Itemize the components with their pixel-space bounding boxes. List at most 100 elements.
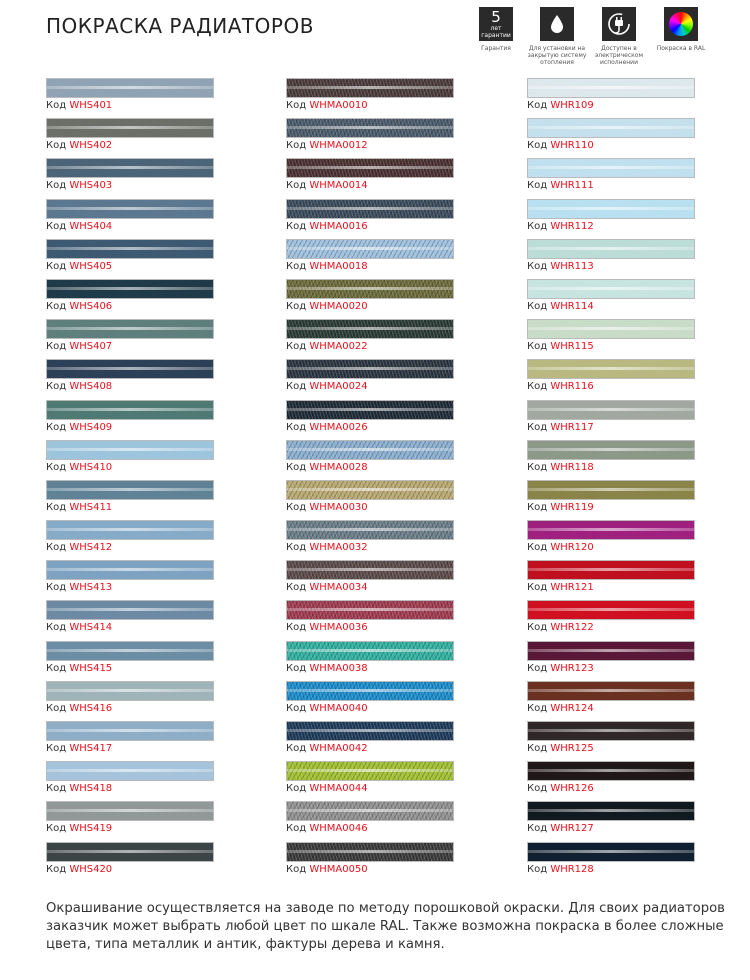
color-swatch — [527, 439, 695, 460]
color-swatch-item: Код WHMA0036 — [286, 600, 454, 640]
swatch-label: Код WHS406 — [46, 301, 214, 313]
swatch-label: Код WHS408 — [46, 381, 214, 393]
color-swatch-item: Код WHMA0010 — [286, 78, 454, 118]
color-code: WHR121 — [550, 582, 594, 594]
color-swatch-item: Код WHMA0028 — [286, 439, 454, 480]
code-prefix: Код — [286, 823, 307, 835]
swatch-label: Код WHR120 — [527, 542, 695, 554]
color-swatch — [527, 359, 695, 380]
code-prefix: Код — [46, 662, 67, 674]
swatch-label: Код WHR126 — [527, 783, 695, 795]
code-prefix: Код — [46, 743, 67, 754]
code-prefix: Код — [527, 662, 548, 674]
color-swatch — [527, 680, 695, 701]
swatch-label: Код WHS411 — [46, 502, 214, 514]
swatch-label: Код WHS419 — [46, 823, 214, 835]
color-code: WHR113 — [550, 260, 594, 272]
swatch-label: Код WHR110 — [527, 140, 695, 152]
color-wheel-icon — [664, 7, 698, 41]
color-swatch-item: Код WHS401 — [46, 78, 214, 118]
swatch-label: Код WHMA0046 — [286, 823, 454, 835]
code-prefix: Код — [527, 702, 548, 714]
swatch-label: Код WHS404 — [46, 221, 214, 233]
code-prefix: Код — [286, 300, 307, 312]
color-swatch — [527, 600, 695, 621]
color-swatch — [286, 198, 454, 219]
code-prefix: Код — [286, 100, 307, 111]
color-code: WHR124 — [550, 702, 594, 714]
color-swatch — [46, 118, 214, 139]
code-prefix: Код — [286, 783, 307, 795]
swatch-label: Код WHMA0024 — [286, 381, 454, 393]
color-code: WHMA0046 — [309, 823, 368, 835]
color-swatch-item: Код WHR120 — [527, 520, 695, 560]
color-swatch — [286, 399, 454, 420]
color-code: WHMA0024 — [309, 381, 368, 393]
code-prefix: Код — [527, 542, 548, 554]
color-swatch-item: Код WHR110 — [527, 118, 695, 158]
code-prefix: Код — [527, 220, 548, 232]
color-column-whma: Код WHMA0010 Код WHMA0012 Код WHMA0014 Код … — [286, 78, 454, 882]
color-swatch — [46, 278, 214, 299]
warranty-sub: гарантии — [481, 32, 511, 39]
swatch-label: Код WHR118 — [527, 462, 695, 474]
color-code: WHR109 — [550, 100, 594, 111]
color-code: WHMA0038 — [309, 662, 368, 674]
code-prefix: Код — [286, 180, 307, 192]
color-swatch-item: Код WHR113 — [527, 238, 695, 279]
feature-caption: Для установки на закрытую систему отопле… — [527, 45, 587, 66]
color-swatch-item: Код WHS415 — [46, 640, 214, 681]
color-code: WHMA0040 — [309, 702, 368, 714]
color-code: WHS420 — [69, 863, 113, 875]
color-swatch-item: Код WHS420 — [46, 841, 214, 882]
swatch-label: Код WHS416 — [46, 703, 214, 715]
footer-note: Окрашивание осуществляется на заводе по … — [46, 901, 725, 952]
color-code: WHS406 — [69, 300, 113, 312]
color-code: WHS412 — [69, 542, 113, 554]
code-prefix: Код — [527, 260, 548, 272]
code-prefix: Код — [286, 341, 307, 353]
color-code: WHS415 — [69, 662, 113, 674]
code-prefix: Код — [286, 140, 307, 152]
color-swatch — [286, 319, 454, 340]
swatch-label: Код WHMA0042 — [286, 743, 454, 755]
color-code: WHR128 — [550, 863, 594, 875]
color-swatch — [286, 78, 454, 98]
swatch-label: Код WHR125 — [527, 743, 695, 755]
warranty-5-years-icon: 5 лет гарантии — [479, 7, 513, 41]
color-swatch-item: Код WHS408 — [46, 359, 214, 399]
swatch-label: Код WHS405 — [46, 261, 214, 273]
color-swatch-item: Код WHS406 — [46, 278, 214, 319]
swatch-label: Код WHMA0028 — [286, 462, 454, 474]
swatch-label: Код WHR128 — [527, 864, 695, 876]
feature-closed-system: Для установки на закрытую систему отопле… — [527, 7, 587, 66]
color-swatch — [527, 399, 695, 420]
color-code: WHS418 — [69, 783, 113, 795]
color-swatch-item: Код WHMA0016 — [286, 198, 454, 239]
swatch-label: Код WHMA0032 — [286, 542, 454, 554]
color-swatch — [527, 78, 695, 98]
power-plug-icon — [602, 7, 636, 41]
color-swatch-item: Код WHR127 — [527, 801, 695, 841]
swatch-label: Код WHR117 — [527, 422, 695, 434]
color-swatch — [286, 278, 454, 299]
code-prefix: Код — [286, 582, 307, 594]
swatch-label: Код WHS401 — [46, 100, 214, 112]
color-swatch — [286, 801, 454, 822]
swatch-label: Код WHMA0040 — [286, 703, 454, 715]
code-prefix: Код — [46, 823, 67, 835]
color-code: WHR116 — [550, 381, 594, 393]
code-prefix: Код — [286, 542, 307, 554]
color-swatch-item: Код WHMA0022 — [286, 319, 454, 359]
color-code: WHR118 — [550, 461, 594, 473]
color-swatch — [286, 600, 454, 621]
code-prefix: Код — [46, 863, 67, 875]
color-code: WHS416 — [69, 702, 113, 714]
color-code: WHMA0014 — [309, 180, 368, 192]
color-code: WHR115 — [550, 341, 594, 353]
color-swatch — [286, 560, 454, 581]
color-code: WHS407 — [69, 341, 113, 353]
swatch-label: Код WHMA0050 — [286, 864, 454, 876]
swatch-label: Код WHMA0022 — [286, 341, 454, 353]
code-prefix: Код — [527, 180, 548, 192]
